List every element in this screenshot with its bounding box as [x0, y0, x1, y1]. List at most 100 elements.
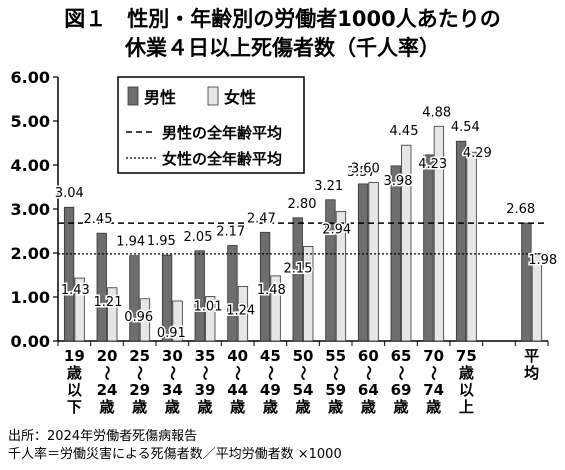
bar-male — [96, 232, 107, 342]
data-label-male: 2.17 — [216, 225, 245, 240]
x-tick-label: 〜 — [392, 365, 410, 380]
bar-male — [521, 222, 532, 342]
x-tick-label: 歳 — [459, 364, 474, 382]
data-label-female: 1.24 — [226, 303, 255, 318]
legend-box — [117, 76, 305, 174]
x-tick-label: 65 — [391, 347, 412, 365]
bar-male — [259, 231, 271, 342]
x-tick-label: 〜 — [98, 365, 116, 380]
data-label-male: 2.80 — [288, 197, 317, 212]
x-tick-label: 〜 — [163, 365, 181, 380]
legend-swatch-female — [207, 86, 219, 106]
y-tick-label: 4.00 — [11, 156, 50, 175]
data-label-female: 2.94 — [322, 223, 351, 238]
data-label-male: 4.54 — [451, 120, 480, 135]
data-label-male: 3.98 — [384, 174, 413, 189]
x-tick-label: 74 — [423, 381, 444, 399]
bar-female — [107, 287, 118, 342]
x-tick-label: 〜 — [425, 365, 443, 380]
bar-female — [74, 277, 85, 342]
y-tick-label: 3.00 — [11, 200, 50, 219]
data-label-male: 1.94 — [116, 235, 145, 250]
x-tick-label: 20 — [97, 347, 118, 365]
x-tick-label: 35 — [195, 347, 216, 365]
data-label-male: 2.45 — [84, 212, 113, 227]
x-tick-label: 34 — [162, 381, 183, 399]
bar-male — [357, 183, 369, 342]
y-tick-label: 0.00 — [11, 332, 50, 351]
x-tick-label: 〜 — [196, 365, 214, 380]
x-tick-label: 45 — [260, 347, 281, 365]
x-tick-label: 平 — [524, 347, 539, 365]
bar-female — [172, 300, 183, 342]
legend-label-female-average: 女性の全年齢平均 — [162, 150, 282, 168]
x-tick-label: 25 — [129, 347, 150, 365]
data-label-female: 1.48 — [257, 283, 286, 298]
data-label-female: 4.88 — [422, 105, 451, 120]
bar-female — [368, 182, 379, 342]
bar-female — [335, 211, 347, 342]
bar-female — [531, 253, 543, 342]
x-tick-label: 歳 — [295, 398, 310, 416]
data-label-male: 2.05 — [184, 230, 213, 245]
bar-female — [205, 296, 216, 342]
x-tick-label: 歳 — [361, 398, 376, 416]
x-tick-label: 歳 — [132, 398, 147, 416]
x-tick-label: 歳 — [67, 364, 82, 382]
bar-male — [129, 255, 140, 342]
data-label-male: 2.68 — [506, 202, 535, 217]
bar-male — [227, 245, 238, 342]
x-tick-label: 歳 — [230, 398, 245, 416]
source-note: 出所：2024年労働者死傷病報告 — [8, 429, 198, 444]
x-tick-label: 以 — [67, 381, 82, 399]
chart-title-line-2: 休業４日以上死傷者数（千人率） — [125, 36, 440, 60]
y-tick-label: 5.00 — [11, 112, 50, 131]
x-tick-label: 下 — [67, 398, 82, 416]
data-label-female: 1.98 — [528, 253, 557, 268]
legend-label-male-average: 男性の全年齢平均 — [162, 124, 282, 142]
data-label-female: 1.01 — [194, 300, 223, 315]
data-label-male: 4.23 — [418, 157, 447, 172]
data-label-male: 3.57 — [347, 165, 376, 180]
x-tick-label: 69 — [391, 381, 412, 399]
x-tick-label: 均 — [524, 364, 539, 382]
data-label-female: 3.60 — [351, 162, 380, 177]
bar-female — [139, 298, 151, 342]
data-label-female: 4.29 — [463, 146, 492, 161]
x-tick-label: 29 — [129, 381, 150, 399]
bar-female — [303, 245, 314, 342]
bar-female — [433, 125, 445, 342]
legend-label-male: 男性 — [144, 88, 176, 107]
x-tick-label: 19 — [64, 347, 85, 365]
bar-female — [401, 144, 412, 342]
x-tick-label: 24 — [97, 381, 118, 399]
x-tick-label: 30 — [162, 347, 183, 365]
data-label-female: 2.15 — [284, 261, 313, 276]
x-tick-label: 59 — [325, 381, 346, 399]
data-label-male: 2.47 — [247, 211, 276, 226]
x-tick-label: 〜 — [294, 365, 312, 380]
x-tick-label: 〜 — [261, 365, 279, 380]
bar-male — [161, 254, 173, 342]
bar-male — [455, 140, 467, 342]
x-tick-label: 75 — [456, 347, 477, 365]
x-tick-label: 44 — [227, 381, 248, 399]
x-tick-label: 64 — [358, 381, 379, 399]
x-tick-label: 〜 — [131, 365, 149, 380]
x-tick-label: 歳 — [165, 398, 180, 416]
data-label-male: 3.04 — [55, 186, 84, 201]
bar-male — [292, 217, 303, 342]
x-tick-label: 〜 — [359, 365, 377, 380]
x-tick-label: 49 — [260, 381, 281, 399]
x-tick-label: 上 — [459, 398, 474, 416]
x-tick-label: 歳 — [99, 398, 114, 416]
x-tick-label: 50 — [293, 347, 314, 365]
data-label-female: 1.21 — [94, 295, 123, 310]
x-tick-label: 55 — [325, 347, 346, 365]
bar-male — [423, 154, 434, 342]
data-label-female: 0.91 — [157, 326, 186, 341]
x-tick-label: 70 — [423, 347, 444, 365]
data-label-male: 3.21 — [314, 179, 343, 194]
bar-male — [194, 250, 205, 342]
data-label-female: 4.45 — [390, 124, 419, 139]
